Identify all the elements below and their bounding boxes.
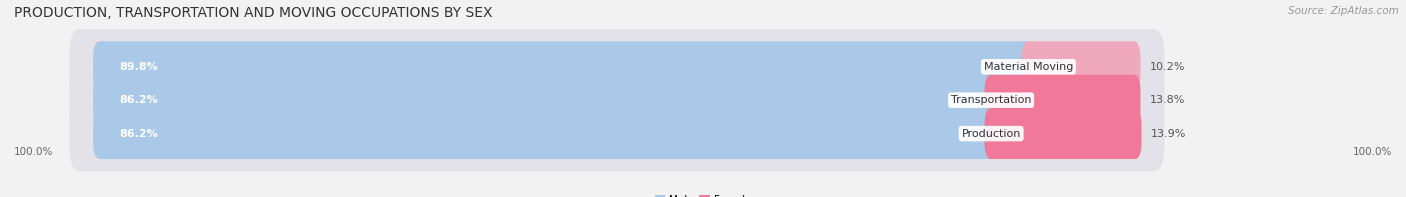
Text: Material Moving: Material Moving	[984, 62, 1073, 72]
Text: Source: ZipAtlas.com: Source: ZipAtlas.com	[1288, 6, 1399, 16]
FancyBboxPatch shape	[93, 41, 1035, 92]
FancyBboxPatch shape	[1022, 41, 1140, 92]
FancyBboxPatch shape	[93, 75, 998, 125]
Text: 100.0%: 100.0%	[14, 147, 53, 157]
FancyBboxPatch shape	[69, 62, 1164, 138]
FancyBboxPatch shape	[984, 75, 1140, 125]
Text: 10.2%: 10.2%	[1150, 62, 1185, 72]
Legend: Male, Female: Male, Female	[651, 191, 755, 197]
Text: 89.8%: 89.8%	[120, 62, 159, 72]
Text: Transportation: Transportation	[950, 95, 1032, 105]
Text: 13.8%: 13.8%	[1150, 95, 1185, 105]
Text: 86.2%: 86.2%	[120, 95, 159, 105]
Text: 13.9%: 13.9%	[1150, 129, 1187, 139]
FancyBboxPatch shape	[93, 108, 998, 159]
Text: Production: Production	[962, 129, 1021, 139]
Text: 86.2%: 86.2%	[120, 129, 159, 139]
FancyBboxPatch shape	[69, 96, 1164, 171]
Text: PRODUCTION, TRANSPORTATION AND MOVING OCCUPATIONS BY SEX: PRODUCTION, TRANSPORTATION AND MOVING OC…	[14, 6, 492, 20]
Text: 100.0%: 100.0%	[1353, 147, 1392, 157]
FancyBboxPatch shape	[984, 108, 1142, 159]
FancyBboxPatch shape	[69, 29, 1164, 105]
